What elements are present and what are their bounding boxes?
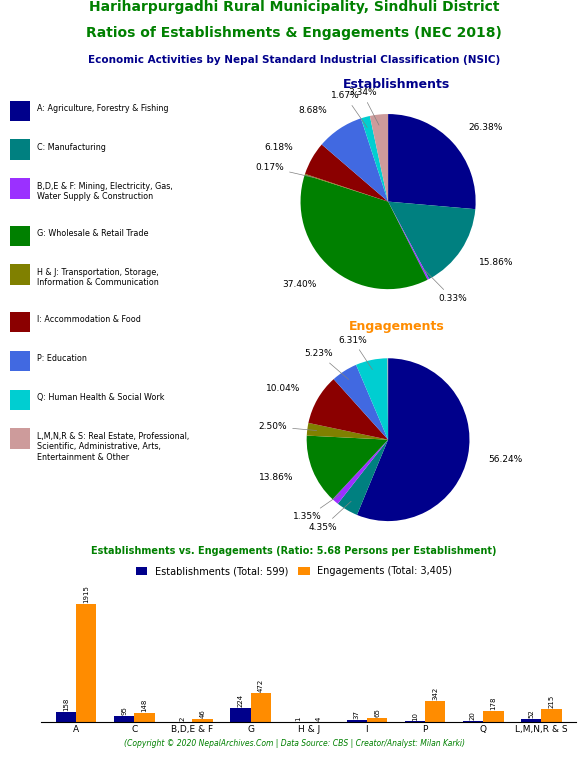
Text: 46: 46 — [199, 710, 206, 718]
Text: C: Manufacturing: C: Manufacturing — [38, 143, 106, 152]
Text: A: Agriculture, Forestry & Fishing: A: Agriculture, Forestry & Fishing — [38, 104, 169, 113]
Text: 2: 2 — [179, 717, 185, 721]
FancyBboxPatch shape — [10, 351, 30, 371]
Bar — [114, 716, 134, 722]
Text: 0.17%: 0.17% — [255, 163, 315, 177]
Text: Establishments vs. Engagements (Ratio: 5.68 Persons per Establishment): Establishments vs. Engagements (Ratio: 5… — [91, 546, 497, 557]
Wedge shape — [388, 114, 476, 209]
Wedge shape — [388, 202, 475, 279]
Text: 1915: 1915 — [83, 585, 89, 603]
Text: 6.31%: 6.31% — [339, 336, 372, 369]
Bar — [56, 712, 76, 722]
Wedge shape — [307, 423, 388, 439]
Text: L,M,N,R & S: Real Estate, Professional,
Scientific, Administrative, Arts,
Entert: L,M,N,R & S: Real Estate, Professional, … — [38, 432, 190, 462]
Wedge shape — [305, 174, 388, 202]
Text: 56.24%: 56.24% — [488, 455, 522, 464]
Text: Economic Activities by Nepal Standard Industrial Classification (NSIC): Economic Activities by Nepal Standard In… — [88, 55, 500, 65]
Text: (Copyright © 2020 NepalArchives.Com | Data Source: CBS | Creator/Analyst: Milan : (Copyright © 2020 NepalArchives.Com | Da… — [123, 739, 465, 747]
Bar — [192, 719, 213, 722]
Wedge shape — [387, 358, 388, 439]
Text: P: Education: P: Education — [38, 354, 87, 363]
Text: 224: 224 — [238, 694, 243, 707]
Text: 148: 148 — [141, 699, 148, 712]
Text: 342: 342 — [432, 687, 438, 700]
FancyBboxPatch shape — [10, 389, 30, 410]
Wedge shape — [307, 435, 388, 499]
Text: 2.50%: 2.50% — [259, 422, 317, 431]
Bar — [425, 700, 445, 722]
Bar — [76, 604, 96, 722]
Text: I: Accommodation & Food: I: Accommodation & Food — [38, 315, 141, 324]
Wedge shape — [370, 114, 388, 202]
Text: Hariharpurgadhi Rural Municipality, Sindhuli District: Hariharpurgadhi Rural Municipality, Sind… — [89, 0, 499, 14]
Wedge shape — [305, 144, 388, 202]
Text: 1.67%: 1.67% — [331, 91, 367, 127]
Text: 8.68%: 8.68% — [299, 106, 328, 115]
Bar — [483, 711, 503, 722]
Text: 10.04%: 10.04% — [266, 384, 300, 393]
Text: 6.18%: 6.18% — [264, 143, 293, 152]
Wedge shape — [333, 365, 388, 439]
Text: 178: 178 — [490, 697, 496, 710]
Bar — [367, 718, 387, 722]
Text: 10: 10 — [412, 712, 418, 720]
Text: 95: 95 — [121, 707, 127, 715]
Text: Ratios of Establishments & Engagements (NEC 2018): Ratios of Establishments & Engagements (… — [86, 26, 502, 40]
Wedge shape — [388, 202, 429, 280]
Wedge shape — [309, 379, 388, 439]
FancyBboxPatch shape — [10, 312, 30, 332]
Wedge shape — [333, 439, 388, 504]
FancyBboxPatch shape — [10, 264, 30, 285]
FancyBboxPatch shape — [10, 140, 30, 160]
Wedge shape — [300, 175, 427, 289]
Wedge shape — [322, 118, 388, 202]
Bar — [134, 713, 155, 722]
Text: 1.35%: 1.35% — [293, 494, 341, 521]
Wedge shape — [357, 358, 469, 521]
Text: Engagements: Engagements — [349, 320, 445, 333]
FancyBboxPatch shape — [10, 226, 30, 246]
Text: 158: 158 — [63, 698, 69, 711]
Bar — [542, 709, 562, 722]
Text: 37: 37 — [354, 710, 360, 719]
Text: 5.23%: 5.23% — [305, 349, 349, 379]
Wedge shape — [338, 439, 388, 515]
Text: 52: 52 — [528, 709, 534, 718]
Text: 1: 1 — [296, 717, 302, 721]
Text: Establishments: Establishments — [343, 78, 450, 91]
Bar — [250, 693, 271, 722]
Text: 3.34%: 3.34% — [348, 88, 379, 125]
Text: G: Wholesale & Retail Trade: G: Wholesale & Retail Trade — [38, 229, 149, 238]
Wedge shape — [356, 359, 388, 439]
Text: 26.38%: 26.38% — [469, 123, 503, 132]
Bar — [521, 719, 542, 722]
Text: 13.86%: 13.86% — [259, 473, 294, 482]
Text: 20: 20 — [470, 711, 476, 720]
Text: 4.35%: 4.35% — [308, 502, 351, 532]
Text: 37.40%: 37.40% — [283, 280, 317, 290]
Bar — [463, 720, 483, 722]
Bar — [346, 720, 367, 722]
Text: Q: Human Health & Social Work: Q: Human Health & Social Work — [38, 393, 165, 402]
Text: 65: 65 — [374, 708, 380, 717]
Bar — [230, 708, 250, 722]
Text: H & J: Transportation, Storage,
Information & Communication: H & J: Transportation, Storage, Informat… — [38, 268, 159, 287]
Text: 0.33%: 0.33% — [424, 270, 467, 303]
Wedge shape — [361, 116, 388, 202]
Text: 15.86%: 15.86% — [479, 257, 514, 266]
Text: 215: 215 — [549, 694, 554, 708]
FancyBboxPatch shape — [10, 429, 30, 449]
Legend: Establishments (Total: 599), Engagements (Total: 3,405): Establishments (Total: 599), Engagements… — [132, 562, 456, 581]
FancyBboxPatch shape — [10, 101, 30, 121]
Text: 472: 472 — [258, 679, 263, 692]
Text: B,D,E & F: Mining, Electricity, Gas,
Water Supply & Construction: B,D,E & F: Mining, Electricity, Gas, Wat… — [38, 182, 173, 201]
FancyBboxPatch shape — [10, 178, 30, 199]
Text: 4: 4 — [316, 717, 322, 721]
